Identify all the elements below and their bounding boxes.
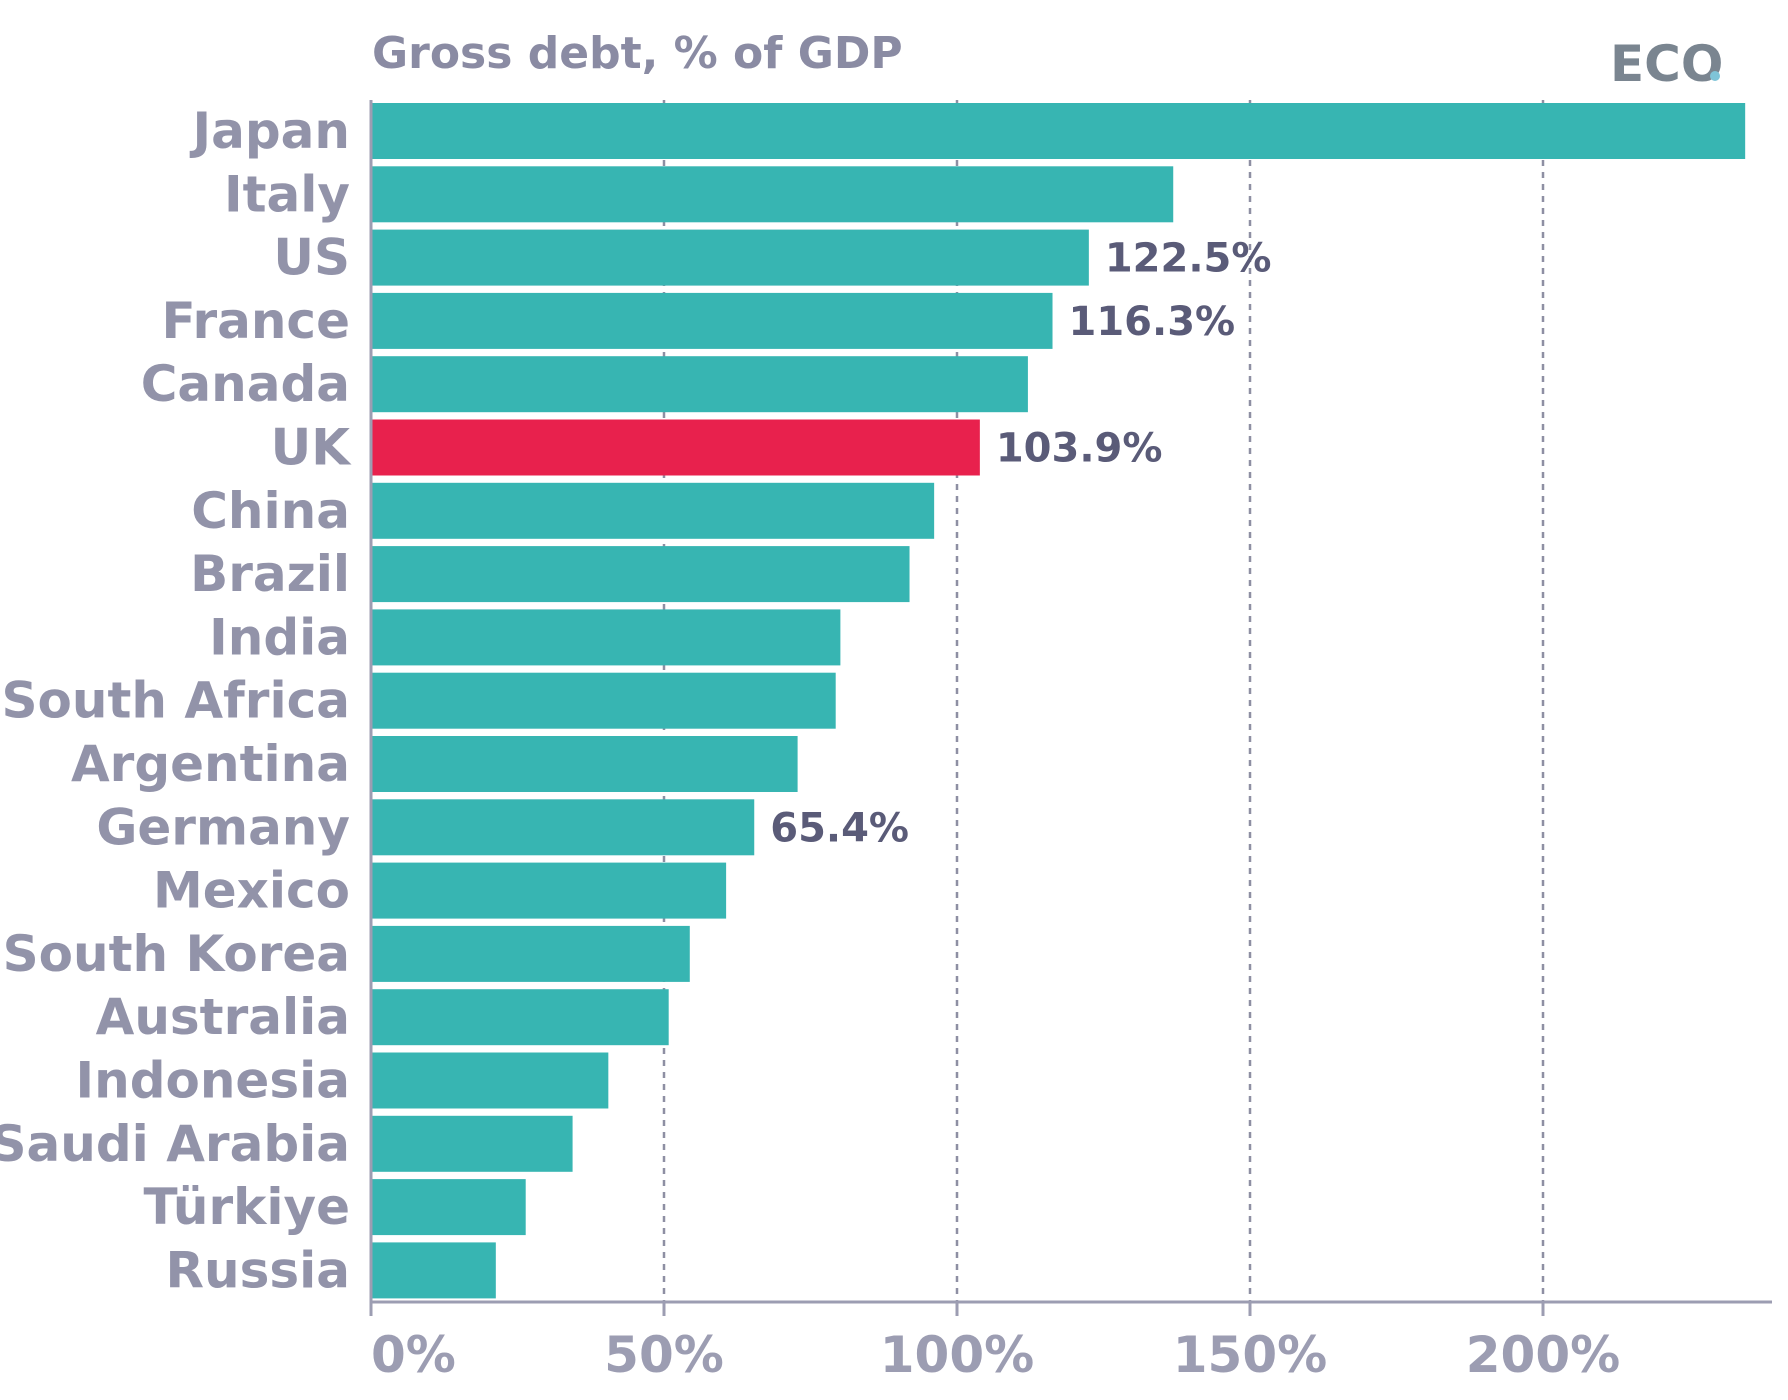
bar-south-africa bbox=[371, 672, 836, 729]
category-label-mexico: Mexico bbox=[153, 862, 350, 920]
category-label-germany: Germany bbox=[96, 798, 350, 856]
bar-mexico bbox=[371, 862, 727, 919]
bar-japan bbox=[371, 103, 1746, 159]
axes bbox=[369, 100, 1772, 1316]
eco-logo: ECO bbox=[1610, 35, 1723, 93]
category-label-australia: Australia bbox=[96, 988, 350, 1046]
category-label-saudi-arabia: Saudi Arabia bbox=[0, 1115, 350, 1173]
bar-argentina bbox=[371, 736, 798, 792]
category-label-uk: UK bbox=[271, 419, 353, 477]
bar-france bbox=[371, 292, 1053, 349]
bar-russia bbox=[371, 1242, 496, 1299]
category-label-france: France bbox=[161, 292, 350, 350]
bar-saudi-arabia bbox=[371, 1115, 573, 1172]
bar-germany bbox=[371, 799, 755, 856]
data-label-france: 116.3% bbox=[1069, 299, 1236, 345]
bar-india bbox=[371, 609, 841, 666]
bar-indonesia bbox=[371, 1052, 609, 1109]
x-tick-label-0: 0% bbox=[371, 1326, 456, 1384]
logo-text: ECO bbox=[1610, 35, 1723, 93]
bar-china bbox=[371, 482, 935, 539]
x-tick-labels: 0% 50% 100% 150% 200% bbox=[371, 1326, 1620, 1384]
x-tick-label-50: 50% bbox=[604, 1326, 724, 1384]
bar-italy bbox=[371, 166, 1174, 223]
category-label-russia: Russia bbox=[166, 1241, 351, 1299]
x-tick-label-100: 100% bbox=[880, 1326, 1034, 1384]
bars bbox=[371, 103, 1746, 1299]
category-label-canada: Canada bbox=[141, 355, 350, 413]
data-label-us: 122.5% bbox=[1105, 236, 1272, 282]
category-label-brazil: Brazil bbox=[190, 545, 350, 603]
bar-canada bbox=[371, 356, 1028, 413]
chart-title: Gross debt, % of GDP bbox=[372, 28, 903, 79]
category-label-argentina: Argentina bbox=[71, 735, 350, 793]
bar-australia bbox=[371, 989, 669, 1046]
category-label-china: China bbox=[191, 482, 350, 540]
logo-dot-icon bbox=[1710, 71, 1720, 81]
category-label-south-africa: South Africa bbox=[2, 672, 351, 730]
x-tick-label-150: 150% bbox=[1173, 1326, 1327, 1384]
category-label-south-korea: South Korea bbox=[3, 925, 350, 983]
bar-us bbox=[371, 229, 1089, 286]
category-label-us: US bbox=[273, 229, 350, 287]
bar-uk bbox=[371, 419, 980, 476]
data-label-uk: 103.9% bbox=[996, 426, 1163, 472]
category-label-indonesia: Indonesia bbox=[76, 1052, 351, 1110]
x-tick-label-200: 200% bbox=[1466, 1326, 1620, 1384]
data-labels: 122.5% 116.3% 103.9% 65.4% bbox=[770, 236, 1271, 852]
data-label-germany: 65.4% bbox=[770, 805, 909, 851]
category-label-japan: Japan bbox=[190, 102, 350, 160]
bar-t-rkiye bbox=[371, 1179, 526, 1236]
category-label-t-rkiye: Türkiye bbox=[144, 1178, 351, 1236]
category-label-italy: Italy bbox=[224, 165, 350, 223]
bar-south-korea bbox=[371, 925, 690, 982]
category-label-india: India bbox=[209, 608, 350, 666]
bar-brazil bbox=[371, 546, 910, 603]
category-labels: JapanItalyUSFranceCanadaUKChinaBrazilInd… bbox=[0, 102, 352, 1299]
